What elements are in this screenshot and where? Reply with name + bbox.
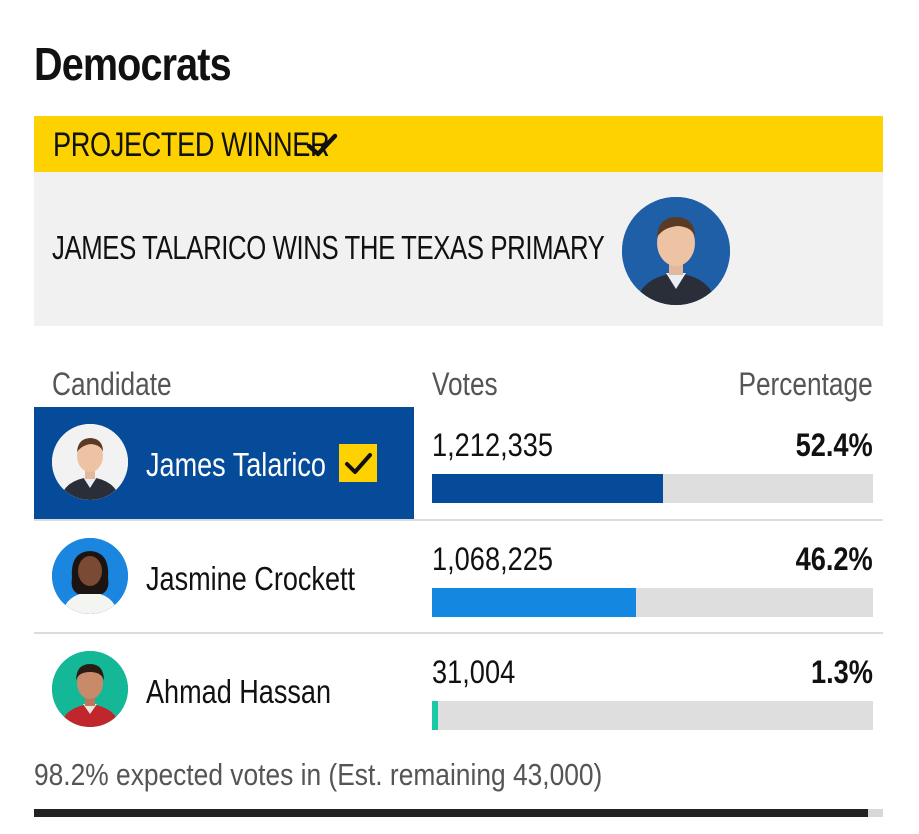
- vote-share-bar: [432, 588, 636, 617]
- candidate-votes: 31,004: [432, 654, 516, 690]
- candidate-votes: 1,068,225: [432, 541, 554, 577]
- candidate-cell: Ahmad Hassan: [34, 634, 414, 746]
- vote-share-bar: [432, 474, 664, 503]
- vote-share-bar-track: [432, 588, 873, 617]
- reporting-progress-fill: [34, 809, 868, 817]
- candidate-percentage: 1.3%: [811, 654, 873, 690]
- projected-winner-label: PROJECTED WINNER: [53, 126, 330, 164]
- candidate-avatar: [52, 424, 128, 500]
- candidate-cell: James Talarico: [34, 407, 414, 519]
- table-row[interactable]: Jasmine Crockett 1,068,225 46.2%: [34, 521, 883, 633]
- candidate-avatar: [52, 651, 128, 727]
- table-row[interactable]: James Talarico 1,212,335 52.4%: [34, 407, 883, 519]
- reporting-progress-track: [34, 809, 883, 817]
- candidate-percentage: 46.2%: [795, 541, 873, 577]
- projected-winner-banner: PROJECTED WINNER: [34, 116, 883, 172]
- table-row[interactable]: Ahmad Hassan 31,004 1.3%: [34, 634, 883, 746]
- column-header-candidate: Candidate: [52, 366, 172, 402]
- check-icon: [306, 133, 338, 157]
- candidate-votes: 1,212,335: [432, 427, 554, 463]
- winner-headline: JAMES TALARICO WINS THE TEXAS PRIMARY: [52, 229, 605, 266]
- candidate-percentage: 52.4%: [795, 427, 873, 463]
- row-divider: [34, 519, 883, 521]
- column-header-percentage: Percentage: [738, 366, 873, 402]
- page-title: Democrats: [34, 38, 232, 90]
- candidate-name: Ahmad Hassan: [146, 673, 332, 710]
- vote-share-bar-track: [432, 701, 873, 730]
- candidate-avatar: [52, 538, 128, 614]
- row-divider: [34, 632, 883, 634]
- winner-check-icon: [339, 444, 377, 482]
- candidate-cell: Jasmine Crockett: [34, 521, 414, 633]
- winner-avatar: [622, 197, 730, 305]
- candidate-name: Jasmine Crockett: [146, 560, 356, 597]
- expected-votes-text: 98.2% expected votes in (Est. remaining …: [34, 757, 603, 792]
- vote-share-bar: [432, 701, 438, 730]
- vote-share-bar-track: [432, 474, 873, 503]
- column-header-votes: Votes: [432, 366, 498, 402]
- winner-announcement-panel: JAMES TALARICO WINS THE TEXAS PRIMARY: [34, 172, 883, 326]
- candidate-name: James Talarico: [146, 446, 326, 483]
